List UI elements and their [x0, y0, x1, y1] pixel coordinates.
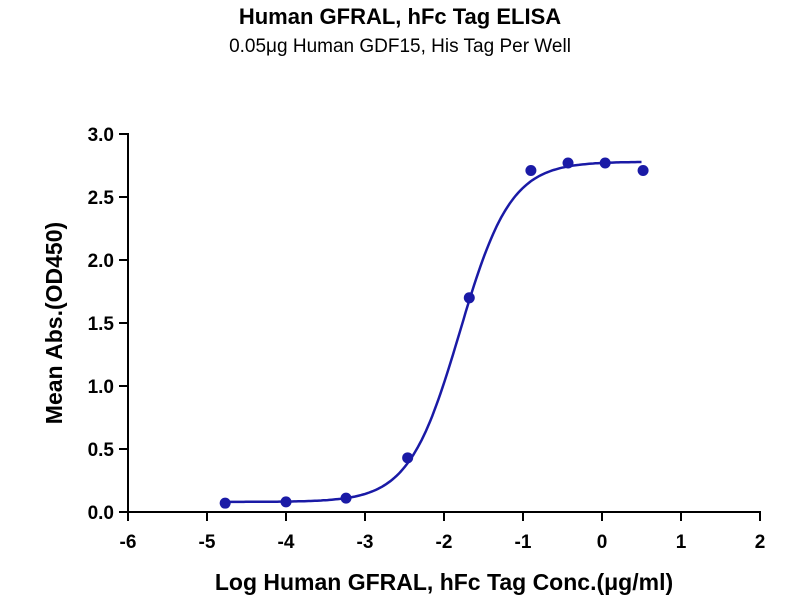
y-tick-label: 3.0	[88, 125, 114, 146]
y-tick-label: 2.5	[88, 188, 115, 209]
x-tick-label: -3	[357, 532, 374, 553]
y-tick-label: 2.0	[88, 251, 114, 272]
y-tick-label: 1.5	[88, 314, 115, 335]
data-point	[402, 452, 414, 464]
chart-subtitle: 0.05μg Human GDF15, His Tag Per Well	[229, 36, 571, 57]
x-tick-label: -5	[199, 532, 216, 553]
chart-title: Human GFRAL, hFc Tag ELISA	[238, 4, 562, 29]
x-tick-label: -6	[120, 532, 137, 553]
data-point	[340, 492, 352, 504]
data-point	[637, 165, 649, 177]
fit-curve	[222, 160, 642, 504]
x-tick-label: -1	[515, 532, 532, 553]
x-tick-label: 0	[597, 532, 608, 553]
data-point	[562, 157, 574, 169]
data-point	[219, 497, 231, 509]
data-point	[463, 292, 475, 304]
x-tick-label: -4	[278, 532, 295, 553]
x-tick-label: 1	[676, 532, 687, 553]
y-axis-label: Mean Abs.(OD450)	[41, 222, 67, 424]
data-point	[599, 157, 611, 169]
y-tick-label: 1.0	[88, 377, 114, 398]
x-axis-label: Log Human GFRAL, hFc Tag Conc.(μg/ml)	[215, 569, 673, 595]
data-point	[525, 165, 537, 177]
x-tick-label: -2	[436, 532, 453, 553]
data-point	[280, 496, 292, 508]
x-tick-label: 2	[755, 532, 766, 553]
y-tick-label: 0.0	[88, 503, 114, 524]
y-tick-label: 0.5	[88, 440, 115, 461]
